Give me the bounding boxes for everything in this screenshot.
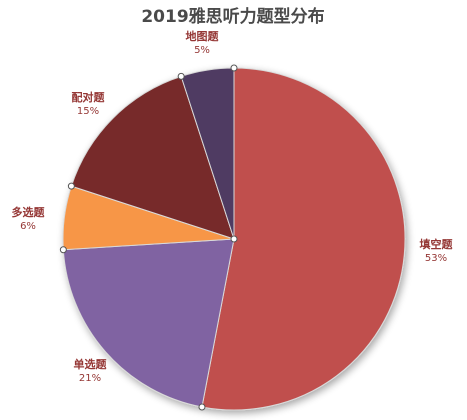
slice-label: 填空题 (420, 237, 454, 251)
slice-label: 多选题 (12, 205, 46, 219)
slice-percent: 15% (77, 106, 99, 117)
slice-handle (177, 72, 185, 80)
pie-slice-4 (70, 75, 235, 240)
slice-percent: 5% (194, 45, 210, 56)
slice-percent: 53% (425, 253, 447, 264)
slice-handle (230, 64, 238, 72)
chart-title: 2019雅思听力题型分布 (141, 6, 324, 27)
center-handle (230, 235, 238, 243)
slice-handle (67, 182, 75, 190)
slice-percent: 6% (20, 221, 36, 232)
slice-label: 地图题 (186, 29, 220, 43)
slice-handle (198, 403, 206, 411)
slice-label: 单选题 (74, 357, 108, 371)
pie-slice-1 (201, 67, 406, 411)
slice-handle (59, 246, 67, 254)
pie-slice-2 (62, 238, 235, 408)
slice-percent: 21% (79, 373, 101, 384)
slice-label: 配对题 (72, 90, 106, 104)
